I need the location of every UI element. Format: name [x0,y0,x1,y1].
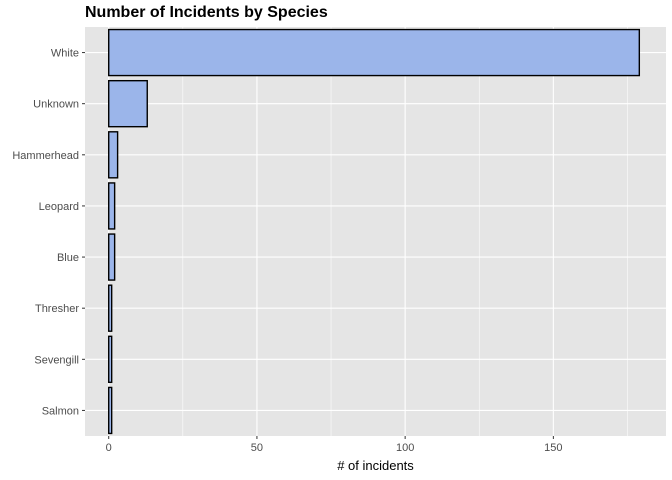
bar-hammerhead [108,131,119,179]
x-tick-label: 150 [544,442,562,454]
y-tick-label: Leopard [39,201,79,213]
bar-thresher [108,284,113,332]
bar-sevengill [108,335,113,384]
bar-unknown [108,79,148,128]
bar-leopard [108,182,116,230]
x-axis: 0 50 100 150 [106,436,563,454]
y-tick-label: Hammerhead [12,150,79,162]
y-tick-label: Sevengill [34,354,79,366]
y-tick-label: Unknown [33,99,79,111]
x-tick-label: 50 [251,442,263,454]
y-tick-label: Salmon [42,405,79,417]
x-tick-label: 100 [396,442,414,454]
bar-white [108,28,641,77]
y-tick-label: Thresher [35,303,79,315]
y-axis: White Unknown Hammerhead Leopard Blue Threshe… [12,48,85,417]
y-tick-label: Blue [57,252,79,264]
x-axis-title: # of incidents [337,458,414,473]
chart-title: Number of Incidents by Species [85,4,328,21]
plot-panel [85,27,666,436]
minor-gridlines [182,27,628,436]
x-tick-label: 0 [106,442,112,454]
bars [108,28,641,435]
bar-salmon [108,386,113,435]
bar-blue [108,233,116,281]
y-tick-label: White [51,48,79,60]
